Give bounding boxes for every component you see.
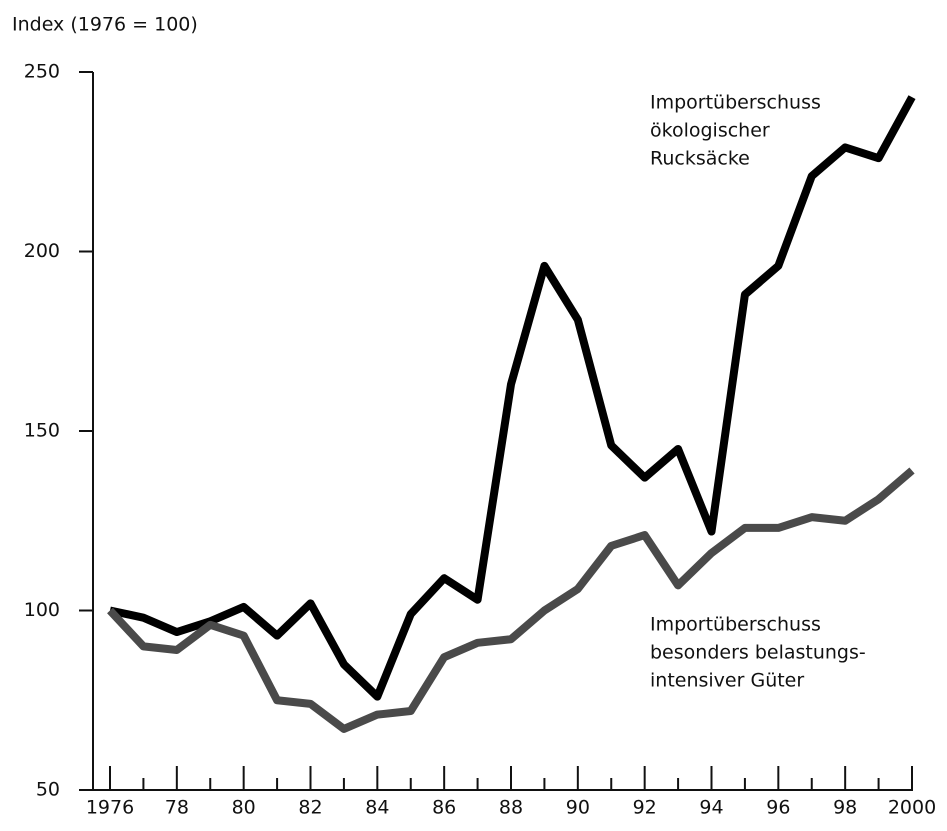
series-label: Importüberschuss [650,614,821,636]
y-tick-label: 150 [24,420,60,442]
x-tick-label: 82 [298,797,322,819]
x-tick-label: 94 [699,797,723,819]
series-label: Importüberschuss [650,92,821,114]
x-tick-label: 88 [499,797,523,819]
x-tick-label: 80 [232,797,256,819]
x-tick-label: 84 [365,797,389,819]
x-tick-label: 92 [633,797,657,819]
x-tick-label: 1976 [86,797,134,819]
series-label: Rucksäcke [650,148,750,170]
x-tick-label: 86 [432,797,456,819]
series-label: besonders belastungs- [650,642,866,664]
y-tick-label: 200 [24,240,60,262]
series-line [107,467,915,733]
x-tick-label: 78 [165,797,189,819]
series-line [109,95,916,701]
x-tick-label: 2000 [888,797,936,819]
y-tick-label: 100 [24,599,60,621]
series-label: intensiver Güter [650,670,804,692]
chart-title: Index (1976 = 100) [12,14,198,36]
x-tick-label: 90 [566,797,590,819]
series-label: ökologischer [650,120,770,142]
x-tick-label: 96 [766,797,790,819]
x-tick-label: 98 [833,797,857,819]
y-tick-label: 250 [24,61,60,83]
y-tick-label: 50 [36,779,60,801]
